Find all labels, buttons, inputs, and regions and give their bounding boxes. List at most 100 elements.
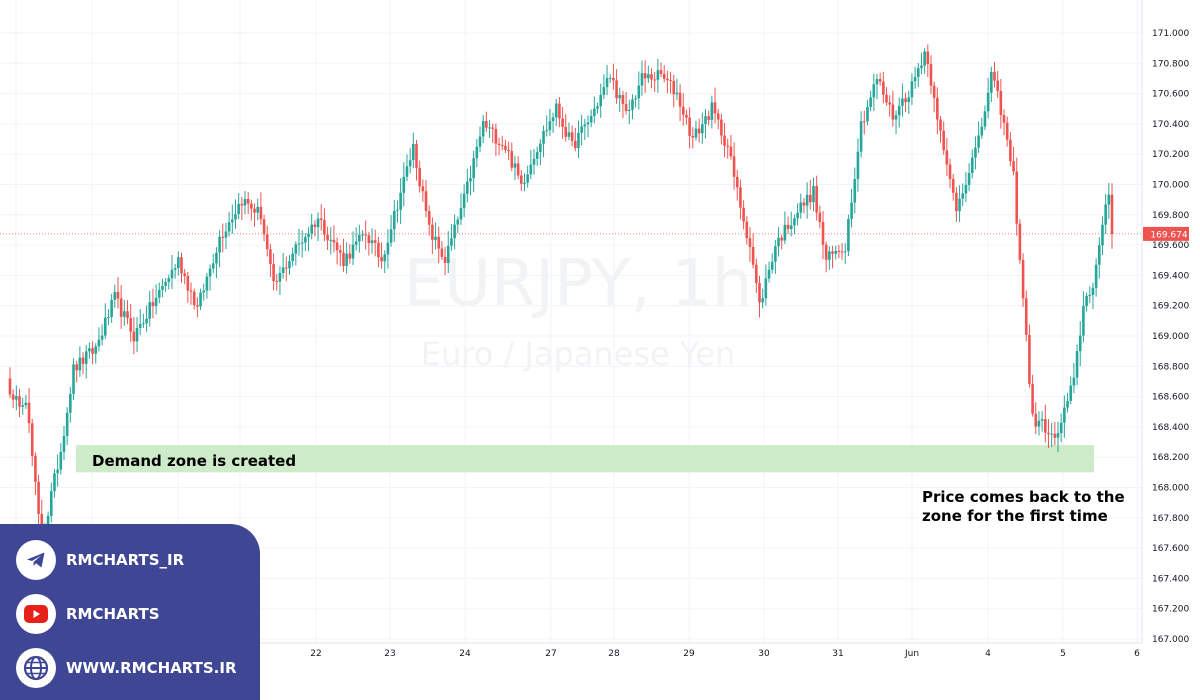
candle-body bbox=[154, 297, 158, 307]
candle-body bbox=[770, 261, 774, 270]
x-tick-label: 28 bbox=[608, 649, 620, 659]
candle-body bbox=[231, 219, 234, 223]
candle-body bbox=[1078, 335, 1082, 352]
candle-body bbox=[704, 116, 707, 125]
candle-body bbox=[681, 106, 685, 115]
candle-body bbox=[605, 78, 609, 88]
candle-body bbox=[961, 193, 965, 199]
candle-body bbox=[386, 242, 390, 255]
y-tick-label: 167.200 bbox=[1152, 605, 1189, 615]
candle-body bbox=[151, 302, 155, 307]
candle-body bbox=[488, 127, 491, 129]
candle-body bbox=[808, 194, 812, 203]
candle-body bbox=[993, 71, 996, 81]
candle-body bbox=[183, 273, 186, 276]
website-link[interactable]: WWW.RMCHARTS.IR bbox=[16, 648, 237, 688]
candle-body bbox=[875, 79, 879, 85]
candle-body bbox=[697, 128, 701, 134]
candle-body bbox=[916, 68, 920, 78]
candle-body bbox=[81, 357, 85, 364]
candle-body bbox=[866, 106, 869, 122]
youtube-link[interactable]: RMCHARTS bbox=[16, 594, 160, 634]
price-axis: 171.000 170.800 170.600 170.400 170.200 170.0… bbox=[1152, 29, 1189, 645]
candle-body bbox=[91, 348, 94, 354]
candle-body bbox=[539, 143, 542, 152]
globe-icon bbox=[16, 648, 56, 688]
candle-body bbox=[1009, 139, 1012, 162]
candle-body bbox=[262, 219, 266, 235]
candle-body bbox=[551, 117, 555, 122]
candle-body bbox=[967, 172, 971, 185]
candle-body bbox=[396, 209, 399, 211]
candle-body bbox=[666, 78, 669, 81]
candle-body bbox=[672, 80, 676, 95]
candle-body bbox=[392, 210, 396, 230]
candle-body bbox=[755, 264, 758, 284]
candle-body bbox=[847, 218, 850, 252]
candle-body bbox=[37, 481, 40, 514]
candle-body bbox=[180, 257, 183, 274]
candle-body bbox=[1015, 171, 1019, 224]
y-tick-label: 168.000 bbox=[1152, 484, 1189, 494]
candle-body bbox=[1018, 223, 1022, 260]
candle-body bbox=[1028, 334, 1031, 384]
candle-body bbox=[939, 119, 942, 131]
candle-body bbox=[161, 285, 164, 290]
candle-body bbox=[103, 317, 107, 336]
candle-body bbox=[678, 92, 682, 107]
candle-body bbox=[729, 146, 733, 157]
candle-body bbox=[459, 208, 463, 220]
candle-body bbox=[370, 240, 374, 244]
candle-body bbox=[202, 290, 206, 293]
candle-body bbox=[94, 346, 98, 354]
candle-body bbox=[421, 186, 425, 192]
candle-body bbox=[796, 212, 799, 219]
candle-body bbox=[777, 237, 780, 247]
candle-body bbox=[1072, 377, 1076, 386]
candle-body bbox=[529, 164, 533, 175]
candle-body bbox=[313, 224, 317, 228]
candle-body bbox=[853, 179, 857, 203]
candle-body bbox=[897, 105, 901, 116]
candle-body bbox=[259, 206, 263, 220]
candle-body bbox=[256, 206, 260, 213]
y-tick-label: 167.000 bbox=[1152, 635, 1189, 645]
demand-zone bbox=[76, 445, 1094, 473]
candle-body bbox=[113, 291, 117, 300]
y-tick-label: 167.600 bbox=[1152, 544, 1189, 554]
y-tick-label: 167.400 bbox=[1152, 574, 1189, 584]
telegram-link[interactable]: RMCHARTS_IR bbox=[16, 540, 184, 580]
candle-body bbox=[284, 267, 288, 269]
candle-body bbox=[97, 339, 101, 347]
candle-body bbox=[513, 163, 517, 168]
candle-body bbox=[234, 214, 237, 220]
candle-body bbox=[294, 244, 298, 254]
candle-body bbox=[913, 77, 917, 82]
x-tick-label: 27 bbox=[545, 649, 556, 659]
candle-body bbox=[862, 121, 866, 123]
candle-body bbox=[637, 85, 641, 99]
candle-body bbox=[596, 106, 599, 109]
candle-body bbox=[1075, 351, 1079, 378]
candle-body bbox=[132, 331, 136, 342]
candle-body bbox=[88, 348, 91, 352]
candle-body bbox=[1002, 115, 1006, 123]
x-tick-label: 30 bbox=[758, 649, 770, 659]
candle-body bbox=[999, 90, 1003, 116]
candle-body bbox=[520, 175, 523, 184]
candle-body bbox=[904, 98, 907, 103]
candle-body bbox=[761, 298, 764, 303]
candle-body bbox=[615, 80, 618, 99]
x-tick-label: 31 bbox=[832, 649, 843, 659]
candle-body bbox=[11, 394, 15, 400]
y-tick-label: 168.200 bbox=[1152, 453, 1189, 463]
candle-body bbox=[564, 126, 568, 137]
candle-body bbox=[196, 305, 199, 307]
candle-body bbox=[27, 402, 31, 424]
candle-body bbox=[726, 145, 730, 147]
candle-body bbox=[446, 245, 450, 264]
candle-body bbox=[834, 250, 838, 254]
y-tick-label: 169.000 bbox=[1152, 332, 1189, 342]
candle-body bbox=[218, 236, 221, 253]
candle-body bbox=[157, 289, 161, 298]
